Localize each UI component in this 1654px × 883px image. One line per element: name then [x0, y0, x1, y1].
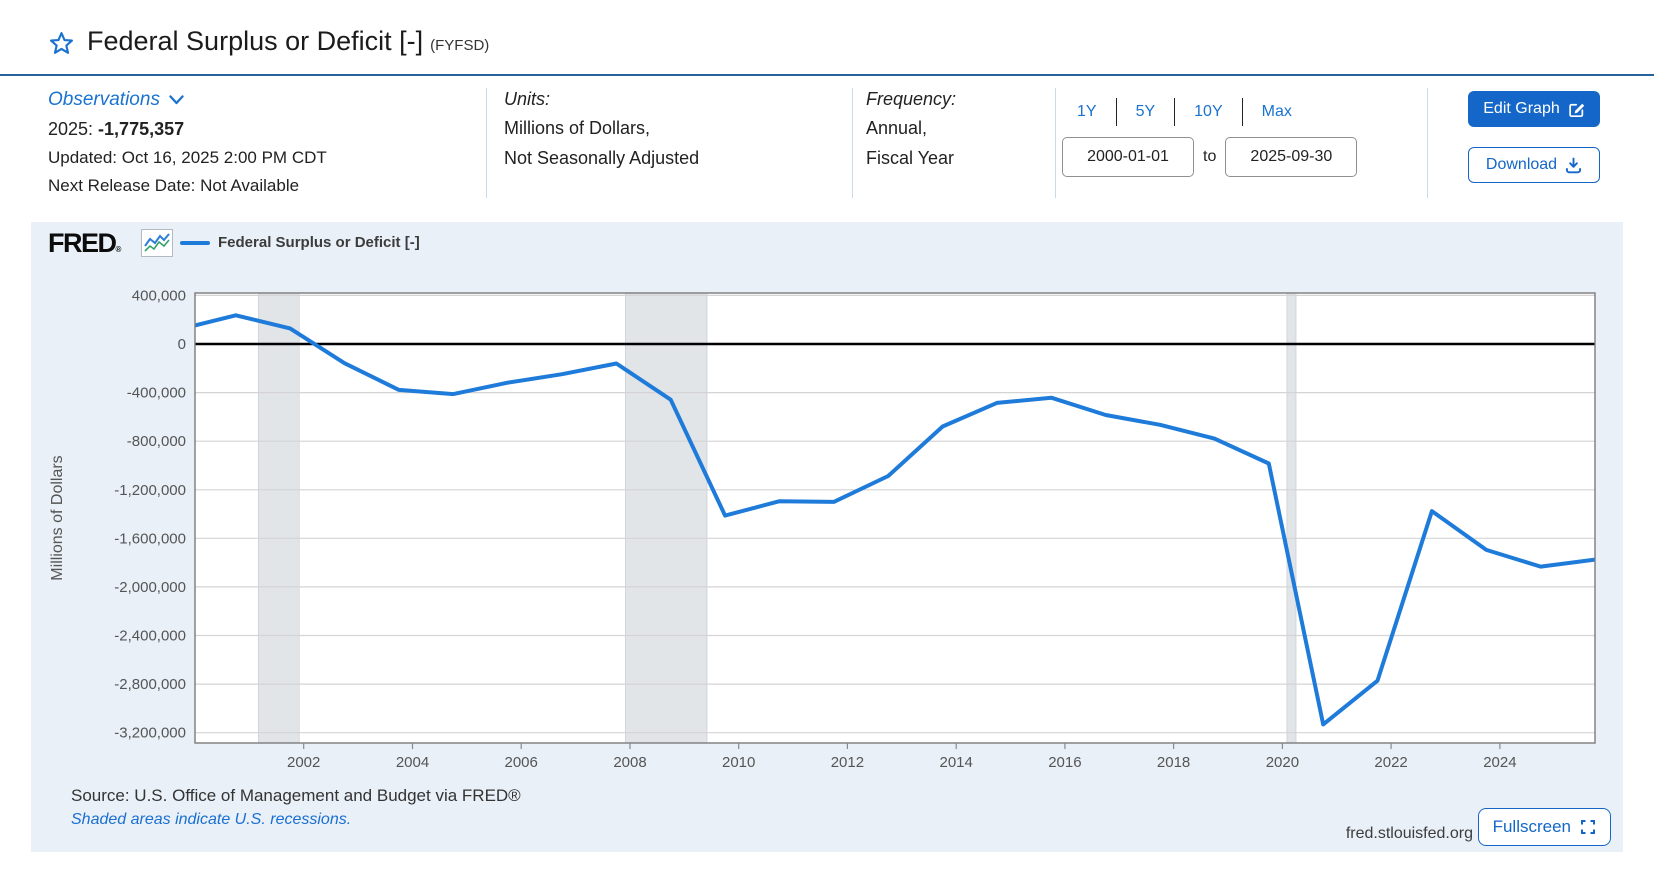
chart-legend: Federal Surplus or Deficit [-]	[180, 234, 420, 251]
edit-graph-button[interactable]: Edit Graph	[1468, 91, 1600, 127]
svg-text:-800,000: -800,000	[127, 433, 186, 450]
observations-dropdown[interactable]: Observations	[48, 89, 184, 111]
range-5y[interactable]: 5Y	[1135, 103, 1156, 120]
frequency-label: Frequency:	[866, 89, 957, 109]
legend-line-swatch	[180, 240, 210, 245]
fullscreen-button[interactable]: Fullscreen	[1477, 808, 1611, 846]
fullscreen-expand-icon	[1581, 820, 1595, 834]
download-label: Download	[1485, 156, 1558, 173]
date-range-row: to	[1062, 137, 1358, 177]
recession-note-link[interactable]: Shaded areas indicate U.S. recessions.	[71, 811, 352, 828]
download-icon	[1566, 157, 1582, 173]
favorite-star-icon[interactable]	[48, 30, 75, 57]
units-line1: Millions of Dollars,	[504, 118, 651, 138]
header-divider	[0, 74, 1654, 76]
meta-bar: Observations 2025: -1,775,357 Updated: O…	[0, 76, 1654, 222]
fred-logo-reg: ®	[115, 245, 122, 254]
chevron-down-icon	[169, 95, 184, 105]
svg-text:2016: 2016	[1048, 754, 1081, 771]
preset-divider	[1174, 98, 1176, 126]
updated-text: Updated: Oct 16, 2025 2:00 PM CDT	[48, 148, 327, 167]
fred-chart-icon	[141, 229, 173, 257]
svg-text:-2,800,000: -2,800,000	[114, 676, 186, 693]
svg-text:2010: 2010	[722, 754, 755, 771]
preset-divider	[1241, 98, 1243, 126]
svg-text:400,000: 400,000	[132, 287, 186, 304]
frequency-line2: Fiscal Year	[866, 148, 955, 168]
svg-text:2014: 2014	[940, 754, 973, 771]
svg-text:2024: 2024	[1483, 754, 1516, 771]
series-title: Federal Surplus or Deficit [-]	[87, 26, 424, 56]
fred-logo-text: FRED	[48, 228, 117, 258]
svg-text:2006: 2006	[505, 754, 538, 771]
range-presets: 1Y 5Y 10Y Max	[1075, 98, 1375, 126]
svg-text:Millions of Dollars: Millions of Dollars	[49, 455, 66, 580]
edit-pencil-icon	[1569, 103, 1584, 117]
svg-text:-2,400,000: -2,400,000	[114, 628, 186, 645]
svg-text:-1,600,000: -1,600,000	[114, 530, 186, 547]
next-release-text: Next Release Date: Not Available	[48, 176, 300, 195]
meta-divider	[1427, 88, 1428, 198]
latest-value: -1,775,357	[98, 119, 185, 139]
meta-divider	[1055, 88, 1056, 198]
svg-text:-1,200,000: -1,200,000	[114, 482, 186, 499]
start-date-input[interactable]	[1062, 137, 1194, 177]
end-date-input[interactable]	[1225, 137, 1358, 177]
frequency-line1: Annual,	[866, 118, 928, 138]
svg-text:2004: 2004	[396, 754, 429, 771]
units-label: Units:	[504, 89, 551, 109]
svg-text:-3,200,000: -3,200,000	[114, 725, 186, 742]
chart-card: 400,000 0 -400,000 -800,000 -1,200,000 -1,600…	[31, 222, 1623, 852]
site-url: fred.stlouisfed.org	[1345, 825, 1473, 842]
range-max[interactable]: Max	[1261, 103, 1292, 120]
observations-label: Observations	[48, 89, 160, 110]
svg-text:2018: 2018	[1157, 754, 1190, 771]
preset-divider	[1115, 98, 1117, 126]
page-title: Federal Surplus or Deficit [-] (FYFSD)	[87, 26, 489, 57]
to-label: to	[1203, 148, 1217, 165]
svg-text:-400,000: -400,000	[127, 385, 186, 402]
svg-text:-2,000,000: -2,000,000	[114, 579, 186, 596]
svg-text:0: 0	[178, 336, 186, 353]
fullscreen-label: Fullscreen	[1492, 817, 1571, 836]
fred-logo[interactable]: FRED®	[48, 228, 121, 259]
legend-label: Federal Surplus or Deficit [-]	[218, 234, 420, 251]
edit-graph-label: Edit Graph	[1483, 100, 1560, 117]
svg-text:2002: 2002	[287, 754, 320, 771]
source-text: Source: U.S. Office of Management and Bu…	[71, 786, 521, 805]
meta-divider	[852, 88, 853, 198]
range-10y[interactable]: 10Y	[1194, 103, 1223, 120]
svg-text:2022: 2022	[1374, 754, 1407, 771]
range-1y[interactable]: 1Y	[1077, 103, 1097, 120]
meta-divider	[486, 88, 487, 198]
graph-plot-area[interactable]: 400,000 0 -400,000 -800,000 -1,200,000 -1,600…	[31, 222, 1623, 852]
svg-text:2012: 2012	[831, 754, 864, 771]
svg-text:2020: 2020	[1266, 754, 1299, 771]
units-line2: Not Seasonally Adjusted	[504, 148, 700, 168]
latest-observation: 2025: -1,775,357	[48, 119, 184, 140]
latest-period: 2025:	[48, 119, 99, 139]
series-id: (FYFSD)	[430, 37, 490, 54]
svg-text:2008: 2008	[613, 754, 646, 771]
download-button[interactable]: Download	[1468, 147, 1600, 183]
